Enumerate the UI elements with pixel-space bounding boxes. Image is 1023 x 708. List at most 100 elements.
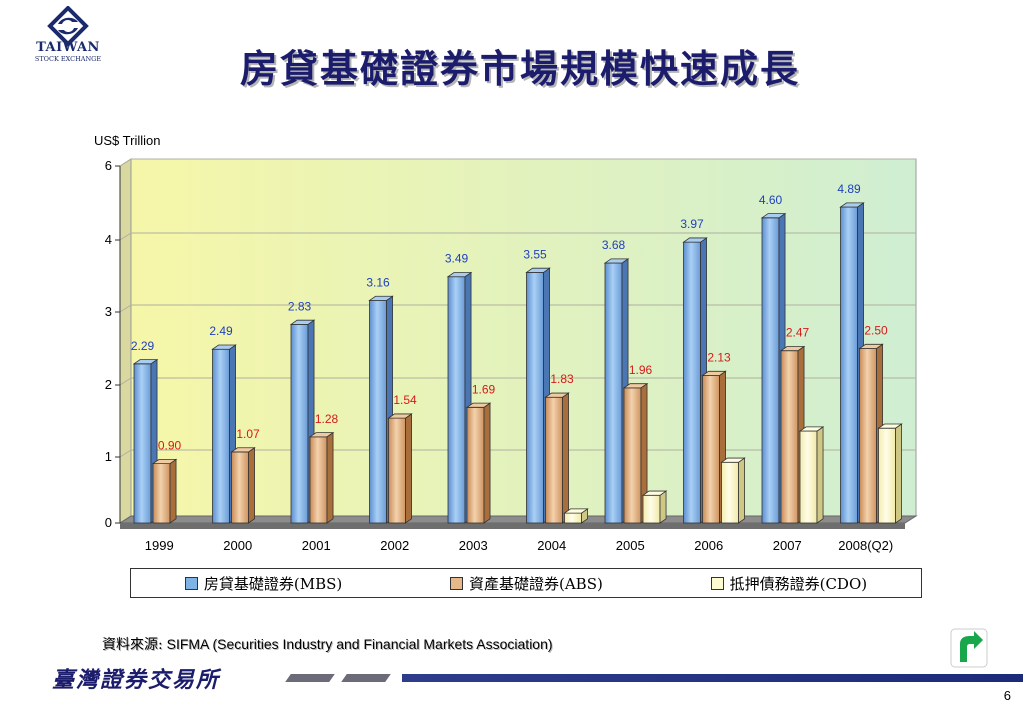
legend-item-abs: 資產基礎證券(ABS)	[450, 573, 603, 594]
bar-abs-front	[780, 350, 799, 524]
bar-cdo-side	[659, 490, 667, 524]
bar-cdo-top	[563, 508, 589, 514]
x-tick-label: 2000	[223, 538, 252, 553]
bar-abs-front	[466, 406, 485, 524]
bar-mbs-front	[133, 363, 152, 524]
data-label-mbs: 2.29	[131, 339, 155, 353]
bar-abs-front	[152, 463, 171, 524]
bar-abs-front	[388, 417, 406, 524]
logo-subtext: STOCK EXCHANGE	[34, 55, 102, 63]
bar-cdo	[563, 508, 589, 524]
data-label-abs: 1.96	[629, 363, 653, 377]
legend-label-mbs: 房貸基礎證券(MBS)	[203, 574, 343, 593]
y-tick-label: 1	[105, 449, 112, 464]
bar-cdo-front	[721, 461, 739, 524]
data-label-abs: 1.83	[550, 372, 574, 386]
bar-mbs-front	[290, 324, 309, 524]
bar-abs-side	[248, 446, 255, 524]
bar-abs-side	[562, 392, 569, 524]
bar-abs	[308, 431, 335, 524]
bar-abs	[622, 382, 649, 524]
data-label-mbs: 2.49	[209, 324, 233, 338]
bar-cdo	[641, 490, 668, 524]
y-tick-label: 4	[105, 232, 112, 247]
bar-mbs-front	[447, 276, 466, 524]
bar-cdo-side	[816, 426, 824, 524]
bar-abs-front	[702, 375, 720, 524]
legend-swatch-mbs	[184, 576, 198, 590]
bar-cdo-side	[738, 457, 745, 524]
gridline	[119, 377, 132, 386]
bar-mbs-top	[446, 272, 473, 278]
bar-abs-top	[387, 413, 413, 419]
bar-abs-top	[622, 383, 649, 389]
plot-side-wall	[119, 158, 132, 524]
bar-abs-top	[701, 370, 727, 376]
data-label-abs: 2.47	[786, 326, 810, 340]
bar-cdo-top	[720, 457, 746, 463]
data-label-mbs: 4.60	[759, 193, 783, 207]
bar-abs-top	[465, 402, 492, 408]
data-label-abs: 1.54	[393, 393, 417, 407]
x-tick-label: 1999	[145, 538, 174, 553]
bar-abs-top	[308, 432, 335, 438]
x-tick-label: 2004	[537, 538, 566, 553]
x-tick-label: 2005	[616, 538, 645, 553]
bar-cdo-top	[877, 423, 903, 429]
legend-item-cdo: 抵押債務證券(CDO)	[710, 573, 868, 594]
bar-abs	[151, 458, 178, 524]
x-tick-label: 2002	[380, 538, 409, 553]
bar-abs-top	[858, 343, 884, 349]
data-label-mbs: 3.16	[366, 275, 390, 289]
bar-mbs-top	[525, 267, 551, 273]
data-label-mbs: 4.89	[837, 182, 861, 196]
data-label-mbs: 2.83	[288, 299, 312, 313]
bar-mbs-top	[211, 344, 237, 350]
bar-cdo-front	[642, 494, 661, 524]
bar-mbs-top	[368, 295, 394, 301]
source-text: SIFMA (Securities Industry and Financial…	[162, 636, 553, 652]
legend-swatch-cdo	[710, 576, 724, 590]
footer-bar	[402, 674, 1023, 682]
data-label-abs: 2.13	[707, 351, 731, 365]
bar-mbs-front	[212, 348, 230, 524]
data-label-mbs: 3.68	[602, 238, 626, 252]
source-prefix: 資料來源:	[102, 637, 163, 653]
bar-mbs	[760, 212, 787, 524]
bar-cdo	[720, 457, 746, 524]
footer-org-name: 臺灣證券交易所	[52, 667, 221, 693]
x-tick-label: 2003	[459, 538, 488, 553]
bar-abs-top	[544, 392, 570, 398]
logo-text: TAIWAN	[36, 40, 100, 55]
bar-abs-top	[151, 458, 178, 465]
bar-abs-side	[405, 413, 412, 524]
data-label-abs: 1.28	[315, 412, 339, 426]
legend-label-cdo: 抵押債務證券(CDO)	[729, 574, 868, 593]
bar-abs-top	[779, 346, 806, 352]
bar-mbs-front	[369, 300, 387, 524]
data-label-abs: 2.50	[864, 324, 888, 338]
bar-mbs-front	[526, 271, 544, 524]
legend-label-abs: 資產基礎證券(ABS)	[469, 574, 603, 593]
bar-abs-front	[859, 348, 877, 524]
bar-mbs-front	[761, 217, 780, 524]
footer-stripe	[341, 674, 391, 682]
gridline	[119, 158, 132, 167]
bar-cdo-top	[798, 426, 825, 432]
next-arrow-icon[interactable]	[950, 628, 988, 668]
legend-swatch-abs	[450, 576, 463, 590]
bar-cdo-front	[799, 430, 818, 524]
y-tick-label: 0	[105, 515, 112, 530]
data-label-mbs: 3.49	[445, 252, 469, 266]
slide-title: 房貸基礎證券市場規模快速成長	[239, 46, 800, 91]
bar-mbs-top	[603, 258, 630, 264]
bar-abs-side	[169, 458, 177, 524]
bar-abs-side	[483, 402, 491, 524]
data-label-abs: 1.69	[472, 382, 496, 396]
bar-abs	[387, 413, 413, 524]
bar-mbs	[132, 358, 159, 524]
bar-cdo-front	[878, 427, 896, 524]
gridline	[119, 449, 132, 458]
bar-abs	[230, 446, 256, 524]
bar-cdo-front	[564, 512, 582, 524]
